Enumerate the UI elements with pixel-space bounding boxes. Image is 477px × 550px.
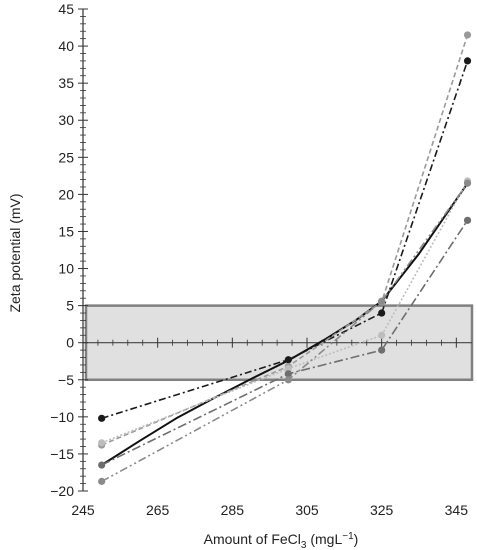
series-5-point: [463, 179, 472, 187]
y-tick-label: −15: [50, 446, 74, 462]
series-1-point: [463, 57, 472, 65]
series-4-point: [98, 461, 106, 469]
series-1-point: [98, 414, 106, 422]
x-tick-label: 245: [71, 502, 95, 518]
series-1-point: [378, 309, 386, 317]
series-4-point: [378, 346, 386, 354]
y-tick-label: 0: [66, 335, 74, 351]
y-tick-label: −5: [58, 372, 74, 388]
y-tick-label: 40: [58, 38, 74, 54]
y-tick-label: 5: [66, 298, 74, 314]
x-axis-title-close: ): [354, 531, 359, 547]
series-2-point: [463, 31, 472, 39]
y-tick-label: 30: [58, 112, 74, 128]
x-axis-title: Amount of FeCl3 (mgL−1): [204, 531, 359, 550]
y-tick-label: 45: [58, 1, 74, 17]
x-axis-title-main: Amount of FeCl: [204, 531, 301, 547]
y-axis-title: Zeta potential (mV): [7, 193, 23, 312]
y-tick-label: 35: [58, 75, 74, 91]
x-tick-label: 305: [295, 502, 319, 518]
x-tick-label: 345: [445, 502, 469, 518]
series-3-point: [378, 331, 386, 339]
y-tick-label: 15: [58, 223, 74, 239]
x-axis-title-sub: 3: [301, 540, 307, 550]
series-5-point: [378, 297, 386, 305]
x-tick-label: 265: [146, 502, 170, 518]
y-tick-label: −10: [50, 409, 74, 425]
series-4-line: [101, 219, 469, 466]
y-tick-label: 25: [58, 149, 74, 165]
x-axis-title-sup: −1: [342, 531, 354, 542]
series-4-point: [284, 370, 292, 378]
series-1-point: [284, 356, 292, 364]
series-3-line: [101, 180, 469, 444]
series-2-line: [101, 34, 469, 446]
x-tick-label: 285: [221, 502, 245, 518]
series-5-point: [98, 477, 106, 485]
series-5-line: [101, 182, 469, 483]
series-5-point: [284, 376, 292, 384]
x-axis-title-unit: (mgL: [306, 531, 342, 547]
series-4-point: [463, 216, 472, 224]
y-tick-label: 20: [58, 186, 74, 202]
x-tick-label: 325: [370, 502, 394, 518]
series-3-point: [284, 365, 292, 373]
y-tick-label: −20: [50, 483, 74, 499]
y-tick-label: 10: [58, 261, 74, 277]
series-3-point: [98, 439, 106, 447]
